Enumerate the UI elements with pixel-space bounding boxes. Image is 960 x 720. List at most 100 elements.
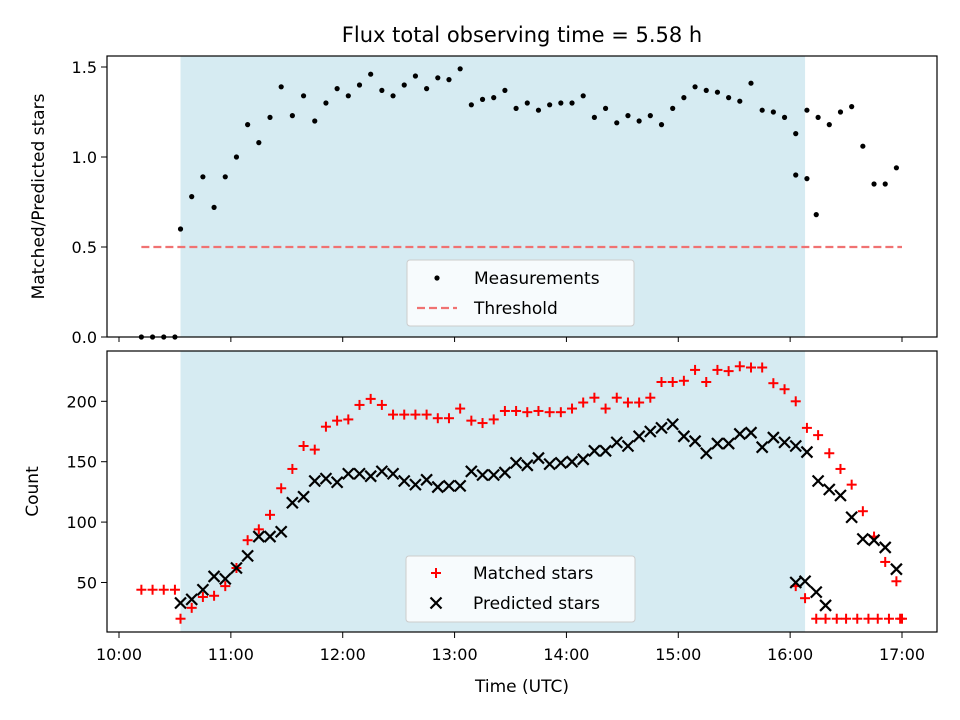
predicted-star-point [655,421,668,435]
predicted-star-point [834,489,847,502]
y-tick-label: 150 [66,453,97,472]
measurement-point [793,172,799,178]
measurement-point [535,107,542,113]
matched-star-point [298,441,309,451]
y-tick-label: 50 [77,573,97,592]
predicted-star-point [610,436,624,449]
measurement-point [356,82,363,88]
matched-star-point [443,413,454,424]
predicted-star-point [677,430,691,443]
legend-symbol-matched-stars [431,568,441,578]
measurement-point [602,105,609,111]
matched-star-point [309,444,320,455]
matched-star-point [265,509,276,520]
predicted-star-point [800,445,814,459]
matched-star-point [169,584,180,595]
x-tick-label: 16:00 [767,645,813,664]
bottom-axes-frame [106,350,938,633]
predicted-star-point [487,468,500,482]
measurement-point [558,100,564,106]
x-tick-label: 17:00 [879,645,925,664]
predicted-star-point [521,459,534,472]
matched-star-point [186,602,197,613]
bottom-axis-ticks: 50 100 150 200 10:00 11:00 12:00 13:00 14:00 15:0… [66,392,925,664]
matched-star-point [332,415,343,426]
predicted-star-point [218,572,232,586]
matched-star-point [499,405,510,416]
x-tick-label: 13:00 [432,645,478,664]
measurement-point [513,105,519,111]
predicted-star-point [263,530,277,543]
measurement-point [770,109,776,115]
matched-star-point [287,463,298,474]
predicted-star-point [878,541,892,554]
predicted-star-point [386,467,400,481]
matched-star-point [388,409,399,420]
matched-star-point [768,378,779,389]
measurement-point [379,87,385,93]
matched-star-point [857,506,868,517]
matched-star-point [779,384,790,395]
predicted-star-point [599,444,612,458]
x-tick-label: 10:00 [96,645,142,664]
measurement-point [278,84,284,90]
measurement-point [849,104,855,110]
predicted-star-point [755,440,769,454]
predicted-star-point [375,465,389,478]
predicted-star-point [431,480,445,494]
predicted-star-point [174,596,187,610]
measurement-point [759,107,765,113]
top-data-marks [138,66,902,340]
predicted-star-point [632,430,646,443]
measurement-point [435,75,441,81]
matched-star-point [611,392,622,403]
predicted-star-point [823,483,836,496]
legend-label-matched-stars: Matched stars [473,564,593,584]
y-tick-label: 0.0 [72,328,97,347]
measurement-point [580,93,586,99]
measurement-point [692,84,698,90]
measurement-point [636,118,642,124]
matched-star-point [242,535,253,546]
measurement-point [524,100,530,106]
predicted-star-point [498,466,512,479]
predicted-star-point [196,583,210,597]
legend-symbol-measurements [434,275,440,281]
measurement-point [860,143,866,149]
predicted-star-point [442,479,456,493]
predicted-star-point [778,436,791,449]
matched-star-point [343,414,354,425]
y-tick-label: 1.5 [72,58,97,77]
predicted-star-point [274,525,288,539]
measurement-point [625,113,631,119]
predicted-star-point [532,451,545,465]
matched-star-point [544,407,555,418]
predicted-star-point [509,456,523,470]
predicted-star-point [420,473,433,487]
panel-top: 0.0 0.5 1.0 1.5 Matched/Predicted stars Mea… [29,55,938,347]
measurement-point [177,226,184,232]
y-tick-label: 0.5 [72,238,97,257]
matched-star-point [220,581,231,592]
top-y-axis-label: Matched/Predicted stars [29,93,49,299]
measurement-point [189,194,195,200]
predicted-star-point [744,426,758,439]
predicted-star-point [798,574,812,588]
measurement-point [267,114,273,120]
matched-star-point [354,399,365,410]
predicted-star-point [364,469,377,483]
measurement-point [222,174,228,180]
predicted-star-point [543,457,556,471]
matched-star-point [678,375,689,386]
predicted-star-point [867,533,881,547]
matched-star-point [276,483,287,494]
matched-star-point [533,405,544,416]
predicted-star-point [453,479,467,493]
measurement-point [412,73,419,79]
matched-star-point [455,403,466,414]
measurement-point [468,102,474,108]
measurement-point [569,100,575,106]
matched-star-point [824,448,835,459]
predicted-star-point [666,417,679,431]
predicted-star-point [809,585,823,599]
